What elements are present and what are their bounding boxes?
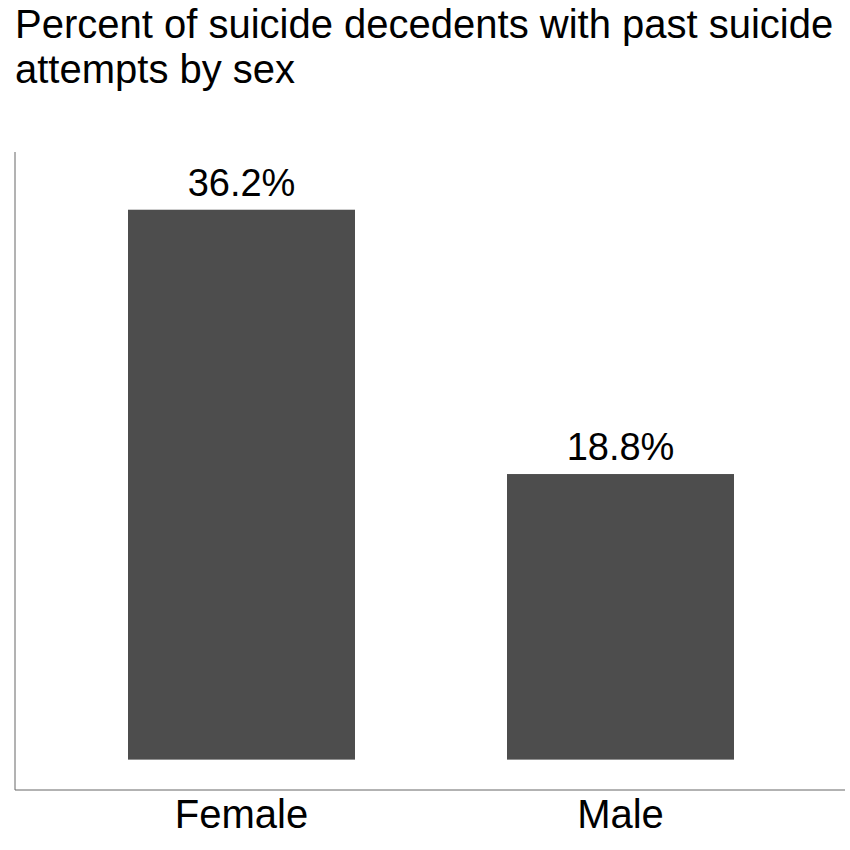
data-label: 18.8% [567, 426, 675, 468]
bars [128, 210, 734, 760]
data-label: 36.2% [188, 162, 296, 204]
x-axis [15, 790, 845, 791]
bar [507, 474, 734, 760]
y-axis [15, 152, 16, 790]
bar [128, 210, 355, 760]
tick-label: Female [175, 792, 308, 836]
tick-label: Male [577, 792, 664, 836]
chart: 36.2% Female 18.8% Male [0, 0, 850, 850]
title: Percent of suicide decedents with past s… [15, 2, 835, 92]
